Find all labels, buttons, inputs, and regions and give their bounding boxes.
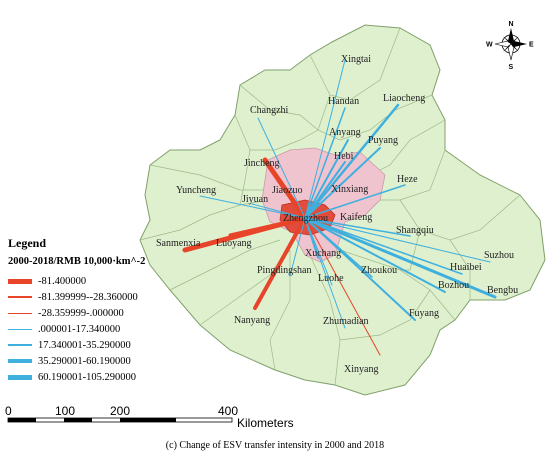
- label-jiyuan: Jiyuan: [242, 194, 268, 205]
- label-sanmenxia: Sanmenxia: [156, 238, 201, 249]
- label-heze: Heze: [397, 174, 418, 185]
- flow-line: [304, 59, 346, 219]
- scale-unit: Kilometers: [237, 416, 294, 430]
- scale-tick-200: 200: [110, 404, 131, 418]
- compass-s: S: [509, 64, 514, 71]
- label-shangqiu: Shangqiu: [396, 225, 434, 236]
- label-huaibei: Huaibei: [450, 262, 482, 273]
- flow-line: [228, 216, 307, 237]
- legend-line-swatch: [8, 374, 32, 380]
- flow-line: [304, 107, 346, 219]
- compass-e: E: [529, 42, 534, 49]
- label-xuchang: Xuchang: [305, 248, 341, 259]
- label-jiaozuo: Jiaozuo: [272, 185, 303, 196]
- flow-line: [257, 117, 306, 219]
- flow-line: [304, 217, 319, 259]
- legend-item: -81.399999--28.360000: [8, 290, 138, 304]
- label-pingdingshan: Pingdingshan: [257, 265, 311, 276]
- label-anyang: Anyang: [329, 127, 361, 138]
- flow-line: [303, 216, 497, 299]
- label-bozhou: Bozhou: [438, 280, 469, 291]
- city-labels: Xingtai Handan Liaocheng Changzhi Anyang…: [156, 54, 518, 375]
- scale-tick-400: 400: [218, 404, 239, 418]
- label-fuyang: Fuyang: [409, 308, 439, 319]
- legend-item-label: -81.400000: [38, 275, 87, 287]
- flow-line: [251, 203, 306, 219]
- flow-line: [304, 217, 411, 237]
- label-kaifeng: Kaifeng: [340, 212, 372, 223]
- flow-line: [304, 161, 346, 219]
- figure-caption: (c) Change of ESV transfer intensity in …: [165, 440, 385, 451]
- label-zhoukou: Zhoukou: [361, 265, 397, 276]
- scale-tick-100: 100: [55, 404, 76, 418]
- label-luoyang: Luoyang: [216, 238, 252, 249]
- scale-bar: [7, 417, 233, 423]
- legend-item-label: 60.190001-105.290000: [38, 371, 136, 383]
- flow-line: [304, 217, 416, 321]
- north-arrow-icon: N S E W: [486, 21, 534, 71]
- legend-item: 17.340001-35.290000: [8, 338, 131, 352]
- legend-title: Legend: [8, 236, 47, 250]
- legend-line-swatch: [8, 328, 32, 330]
- scale-tick-0: 0: [5, 404, 12, 418]
- label-xinyang: Xinyang: [344, 364, 378, 375]
- flow-line: [304, 139, 349, 219]
- flow-line: [253, 216, 307, 310]
- label-jincheng: Jincheng: [244, 158, 280, 169]
- legend-item-label: 35.290001-60.190000: [38, 355, 131, 367]
- label-hebi: Hebi: [334, 151, 354, 162]
- flow-line: [304, 147, 381, 219]
- label-zhengzhou: Zhengzhou: [283, 213, 328, 224]
- label-xingtai: Xingtai: [341, 54, 371, 65]
- legend-item: -28.359999-.000000: [8, 306, 124, 320]
- flow-line: [304, 184, 406, 219]
- label-yuncheng: Yuncheng: [176, 185, 216, 196]
- label-nanyang: Nanyang: [234, 315, 270, 326]
- label-handan: Handan: [328, 96, 359, 107]
- flow-line: [289, 217, 306, 277]
- label-zhumadian: Zhumadian: [323, 316, 369, 327]
- legend-line-swatch: [8, 344, 32, 346]
- flow-line: [304, 217, 333, 286]
- legend-line-swatch: [8, 359, 32, 363]
- legend-item-label: -81.399999--28.360000: [38, 291, 138, 303]
- label-suzhou: Suzhou: [484, 250, 514, 261]
- flow-line: [303, 103, 400, 220]
- compass-n: N: [509, 21, 514, 28]
- flow-line: [304, 217, 491, 263]
- legend-item: .000001-17.340000: [8, 322, 120, 336]
- legend-item: 60.190001-105.290000: [8, 370, 136, 384]
- label-liaocheng: Liaocheng: [383, 93, 425, 104]
- legend-subtitle: 2000-2018/RMB 10,000·km^-2: [8, 256, 146, 267]
- compass-w: W: [486, 42, 493, 49]
- legend-item: -81.400000: [8, 274, 86, 288]
- label-luohe: Luohe: [318, 273, 344, 284]
- flow-line: [304, 217, 446, 293]
- label-bengbu: Bengbu: [487, 285, 518, 296]
- legend-line-swatch: [8, 312, 32, 314]
- legend-item-label: .000001-17.340000: [38, 323, 121, 335]
- label-puyang: Puyang: [368, 135, 398, 146]
- legend-item-label: -28.359999-.000000: [38, 307, 124, 319]
- label-changzhi: Changzhi: [250, 105, 289, 116]
- flow-lines: [182, 59, 497, 356]
- legend-line-swatch: [8, 278, 32, 284]
- label-xinxiang: Xinxiang: [331, 184, 368, 195]
- flow-line: [199, 195, 306, 219]
- flow-line: [304, 217, 381, 356]
- legend-item-label: 17.340001-35.290000: [38, 339, 131, 351]
- legend-line-swatch: [8, 295, 32, 299]
- legend-item: 35.290001-60.190000: [8, 354, 131, 368]
- flow-line: [262, 157, 308, 221]
